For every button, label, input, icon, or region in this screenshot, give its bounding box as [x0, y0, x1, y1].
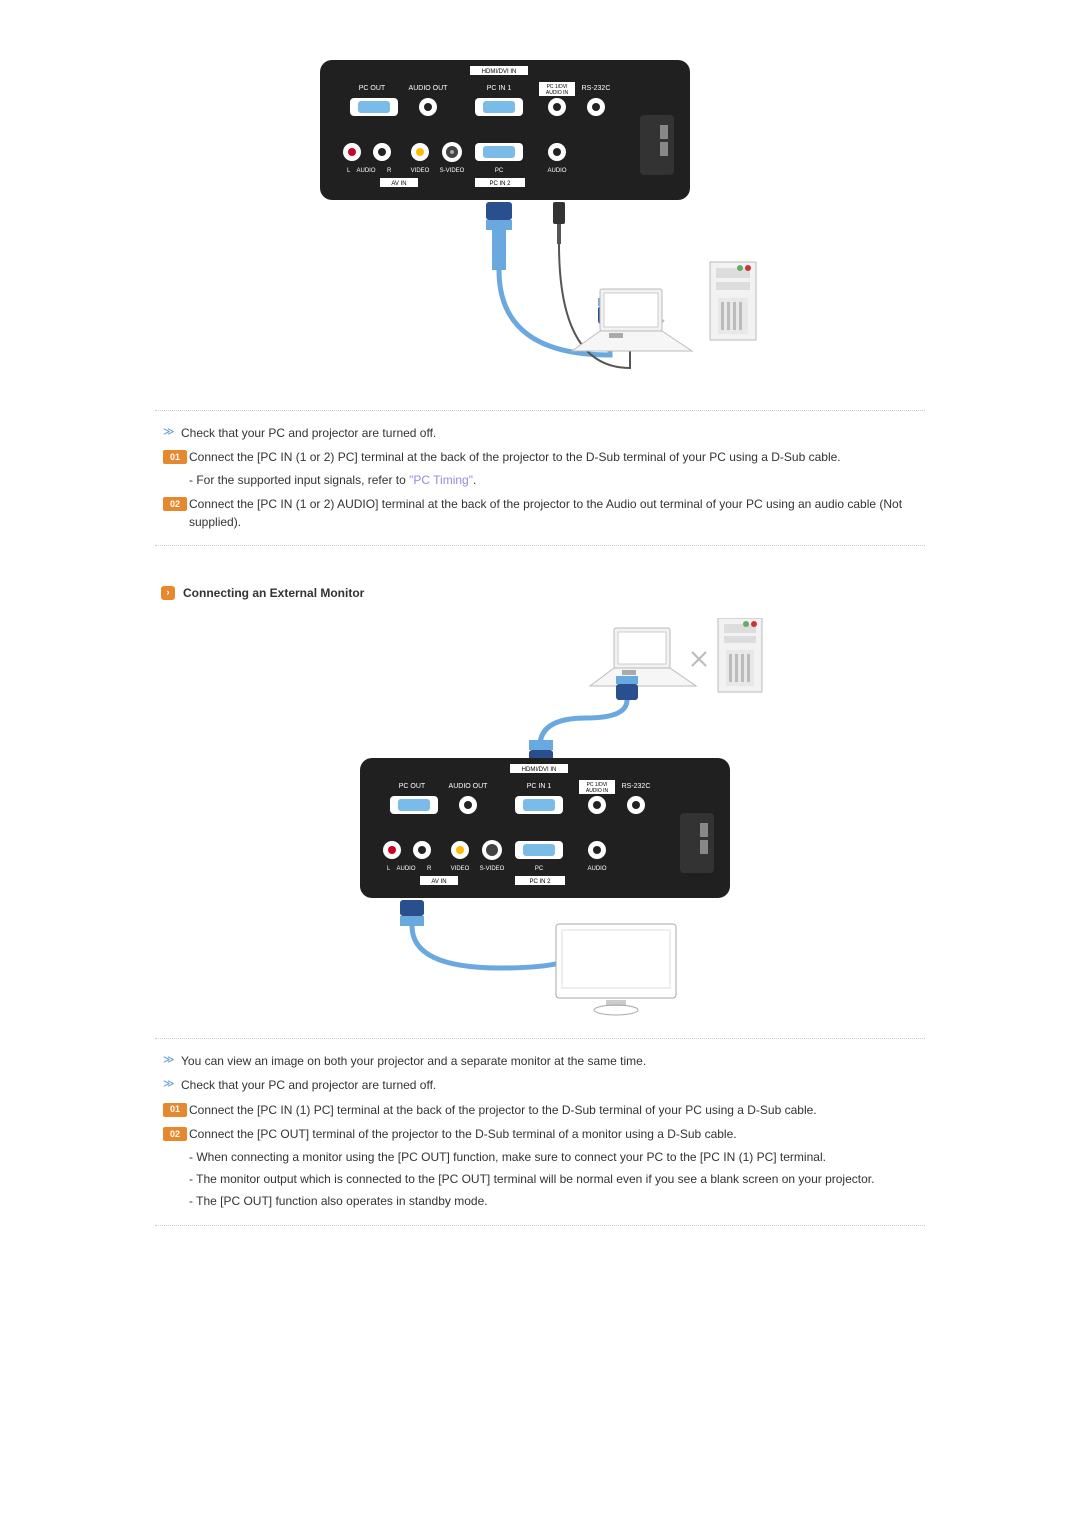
step-text: Connect the [PC OUT] terminal of the pro… [189, 1127, 737, 1141]
svg-text:VIDEO: VIDEO [411, 168, 430, 174]
svg-text:HDMI/DVI IN: HDMI/DVI IN [522, 767, 557, 773]
diagram-external-monitor: HDMI/DVI IN PC OUT AUDIO OUT PC IN 1 PC … [155, 618, 925, 1018]
svg-text:R: R [427, 866, 432, 872]
svg-text:PC OUT: PC OUT [399, 783, 426, 790]
svg-text:S-VIDEO: S-VIDEO [440, 168, 465, 174]
step-text: Check that your PC and projector are tur… [181, 1077, 925, 1094]
bullet-arrow-icon: ≫ [163, 1053, 181, 1069]
svg-text:AUDIO: AUDIO [587, 866, 606, 872]
svg-text:AUDIO OUT: AUDIO OUT [449, 783, 489, 790]
section-title: Connecting an External Monitor [183, 586, 364, 600]
svg-text:VIDEO: VIDEO [451, 866, 470, 872]
svg-text:AUDIO: AUDIO [547, 168, 566, 174]
svg-text:RS-232C: RS-232C [622, 783, 651, 790]
svg-text:AUDIO OUT: AUDIO OUT [409, 85, 449, 92]
svg-text:AUDIO: AUDIO [356, 168, 375, 174]
svg-text:PC: PC [495, 168, 504, 174]
svg-text:R: R [387, 168, 392, 174]
svg-text:PC IN 1: PC IN 1 [527, 783, 552, 790]
bullet-number: 01 [163, 1103, 187, 1117]
svg-text:PC IN 2: PC IN 2 [489, 181, 511, 187]
sub-text: . [473, 473, 476, 487]
svg-text:PC OUT: PC OUT [359, 85, 386, 92]
section2-steps: ≫ You can view an image on both your pro… [155, 1053, 925, 1211]
step-text: Check that your PC and projector are tur… [181, 425, 925, 442]
bullet-number: 02 [163, 497, 187, 511]
svg-text:S-VIDEO: S-VIDEO [480, 866, 505, 872]
section1-steps: ≫ Check that your PC and projector are t… [155, 425, 925, 531]
pc-timing-link[interactable]: "PC Timing" [409, 473, 473, 487]
sub-text: - For the supported input signals, refer… [189, 473, 409, 487]
step-text: You can view an image on both your proje… [181, 1053, 925, 1070]
step-text: Connect the [PC IN (1) PC] terminal at t… [189, 1102, 925, 1119]
svg-text:PC IN 2: PC IN 2 [529, 879, 551, 885]
svg-text:AUDIO IN: AUDIO IN [546, 90, 569, 96]
diagram-pc-connection: HDMI/DVI IN PC OUT AUDIO OUT PC IN 1 PC … [155, 50, 925, 390]
step-text: Connect the [PC IN (1 or 2) PC] terminal… [189, 450, 841, 464]
sub-text: - The [PC OUT] function also operates in… [189, 1193, 925, 1210]
bullet-arrow-icon: ≫ [163, 1077, 181, 1093]
svg-text:AV IN: AV IN [391, 181, 406, 187]
bullet-arrow-icon: ≫ [163, 425, 181, 441]
bullet-number: 01 [163, 450, 187, 464]
svg-text:AV IN: AV IN [431, 879, 446, 885]
svg-text:HDMI/DVI IN: HDMI/DVI IN [482, 69, 517, 75]
step-text: Connect the [PC IN (1 or 2) AUDIO] termi… [189, 496, 925, 531]
bullet-number: 02 [163, 1127, 187, 1141]
section-icon: › [161, 586, 175, 600]
svg-text:AUDIO: AUDIO [396, 866, 415, 872]
svg-text:PC IN 1: PC IN 1 [487, 85, 512, 92]
svg-text:AUDIO IN: AUDIO IN [586, 788, 609, 794]
sub-text: - When connecting a monitor using the [P… [189, 1149, 925, 1166]
sub-text: - The monitor output which is connected … [189, 1171, 925, 1188]
svg-text:RS-232C: RS-232C [582, 85, 611, 92]
svg-text:PC: PC [535, 866, 544, 872]
